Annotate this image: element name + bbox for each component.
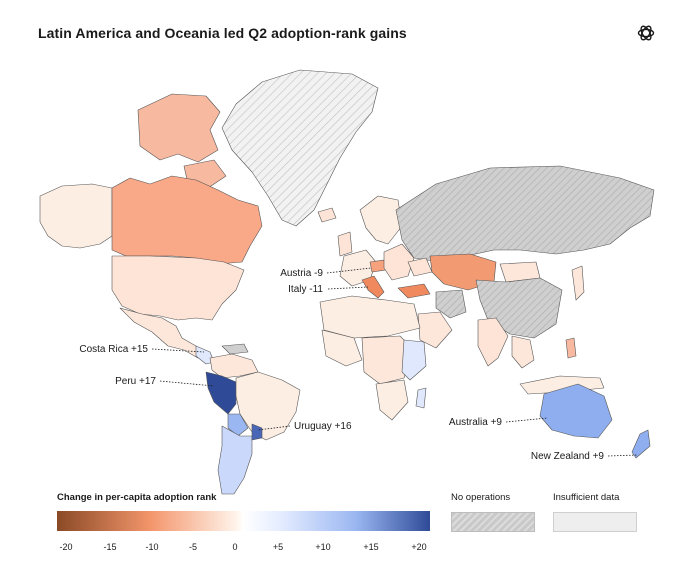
region-greenland	[221, 69, 379, 227]
region-russia	[395, 165, 655, 263]
region-central-africa	[361, 335, 415, 385]
region-colombia-venezuela	[209, 353, 259, 379]
region-argentina-chile	[217, 425, 253, 495]
region-austria	[369, 259, 387, 273]
legend-tick: -10	[145, 542, 159, 552]
legend-tick: -20	[59, 542, 73, 552]
region-new-zealand	[631, 429, 651, 459]
region-canada-islands	[137, 93, 221, 163]
region-eastern-europe	[383, 243, 415, 281]
region-peru	[205, 371, 237, 415]
annotation-costa-rica: Costa Rica +15	[79, 344, 148, 355]
legend-tick: +15	[363, 542, 379, 552]
region-iceland	[317, 207, 337, 223]
region-uruguay	[251, 423, 263, 441]
legend-color-scale	[57, 511, 430, 531]
legend-title: Change in per-capita adoption rank	[57, 492, 217, 503]
legend-insufficient-data-label: Insufficient data	[553, 492, 620, 503]
region-united-states	[111, 255, 245, 321]
region-north-africa	[319, 295, 421, 339]
region-southeast-asia	[511, 335, 535, 369]
legend-tick: -5	[188, 542, 198, 552]
region-east-africa	[401, 339, 427, 381]
region-canada	[111, 175, 263, 265]
region-australia	[539, 383, 613, 439]
region-philippines	[565, 337, 577, 359]
region-scandinavia	[359, 195, 403, 245]
legend-tick: -15	[103, 542, 117, 552]
region-iran	[435, 289, 467, 319]
region-japan	[571, 265, 585, 301]
region-costa-rica	[195, 345, 215, 365]
region-turkey	[397, 283, 431, 299]
annotation-austria: Austria -9	[280, 268, 323, 279]
region-italy	[361, 275, 385, 299]
region-caribbean	[221, 343, 249, 355]
region-arabia	[417, 311, 453, 349]
region-southern-africa	[375, 379, 409, 421]
annotation-peru: Peru +17	[115, 376, 156, 387]
legend-tick: +20	[411, 542, 427, 552]
map-title: Latin America and Oceania led Q2 adoptio…	[38, 25, 407, 41]
annotation-italy: Italy -11	[288, 284, 323, 295]
annotation-australia: Australia +9	[449, 417, 503, 428]
region-india	[477, 317, 509, 367]
legend-tick: +10	[315, 542, 331, 552]
legend-insufficient-data-swatch	[553, 512, 637, 532]
region-madagascar	[415, 387, 427, 409]
region-bolivia	[227, 413, 249, 437]
region-west-africa	[321, 329, 363, 367]
legend-tick: 0	[232, 542, 238, 552]
region-uk	[337, 231, 353, 257]
legend-no-operations-label: No operations	[451, 492, 511, 503]
legend-tick: +5	[272, 542, 284, 552]
annotation-uruguay: Uruguay +16	[294, 421, 352, 432]
region-brazil	[235, 371, 301, 441]
region-alaska	[39, 183, 113, 249]
openai-logo-icon	[637, 25, 655, 41]
legend-no-operations-swatch	[451, 512, 535, 532]
annotation-new-zealand: New Zealand +9	[531, 451, 605, 462]
